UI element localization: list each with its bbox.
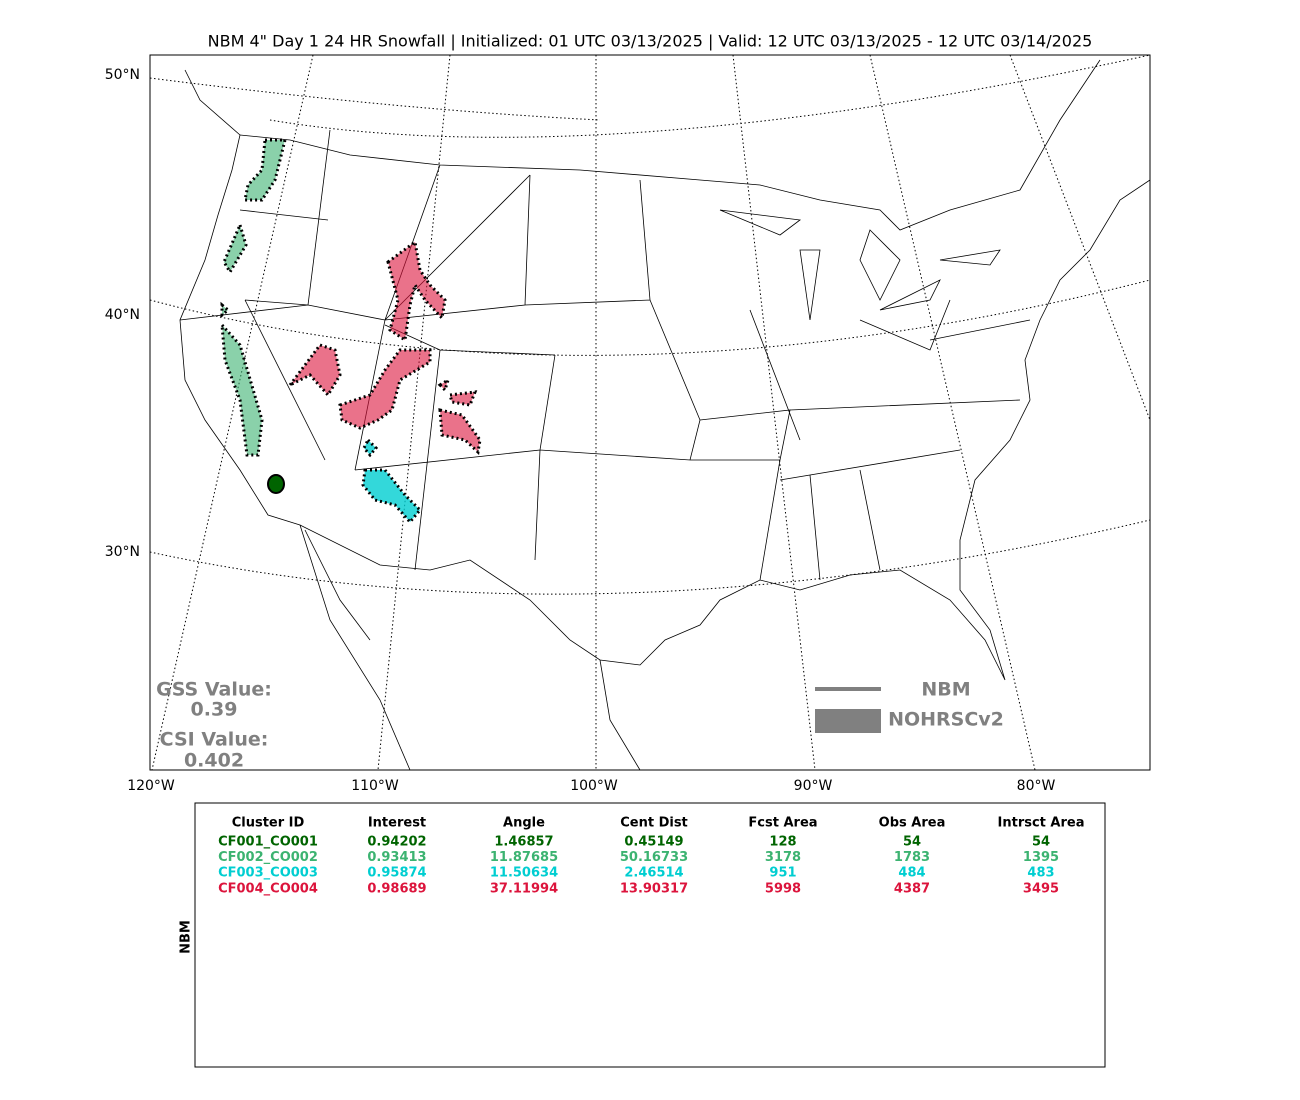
graticule bbox=[150, 55, 1150, 770]
gss-value: 0.39 bbox=[191, 699, 238, 721]
table-cell: 0.95874 bbox=[367, 866, 426, 881]
table-cell: 0.94202 bbox=[367, 835, 426, 850]
table-cell: 0.98689 bbox=[367, 881, 426, 896]
legend-label: NBM bbox=[921, 679, 970, 701]
legend-patch bbox=[815, 709, 881, 733]
csi-value: 0.402 bbox=[184, 750, 244, 772]
table-cell: 11.87685 bbox=[490, 850, 558, 865]
table-cell: 2.46514 bbox=[624, 866, 683, 881]
legend-label: NOHRSCv2 bbox=[888, 709, 1004, 731]
lon-label: 90°W bbox=[794, 778, 833, 794]
legend: NBM NOHRSCv2 bbox=[815, 679, 1004, 733]
table-cell: 54 bbox=[1032, 835, 1050, 850]
table-cell: CF004_CO004 bbox=[218, 881, 318, 896]
table-cell: 3178 bbox=[765, 850, 801, 865]
cluster-1 bbox=[267, 474, 285, 494]
table-cell: 483 bbox=[1027, 866, 1054, 881]
table-cell: 13.90317 bbox=[620, 881, 688, 896]
cluster-4 bbox=[288, 239, 482, 455]
map: NBM NOHRSCv2 GSS Value: 0.39 CSI Value: … bbox=[149, 54, 1151, 772]
table-cell: 11.50634 bbox=[490, 866, 558, 881]
lat-label: 30°N bbox=[105, 544, 140, 560]
table-side-label: NBM bbox=[179, 920, 194, 954]
table-cell: 1783 bbox=[894, 850, 930, 865]
table-cell: 484 bbox=[898, 866, 925, 881]
table-cell: 951 bbox=[769, 866, 796, 881]
table-cell: 128 bbox=[769, 835, 796, 850]
great-lakes bbox=[719, 209, 1001, 321]
table-cell: 0.93413 bbox=[367, 850, 426, 865]
table-cell: 54 bbox=[903, 835, 921, 850]
lon-label: 80°W bbox=[1017, 778, 1056, 794]
table-cell: 3495 bbox=[1023, 881, 1059, 896]
lat-label: 40°N bbox=[105, 307, 140, 323]
table-cell: 37.11994 bbox=[490, 881, 558, 896]
table-cell: 1.46857 bbox=[494, 835, 553, 850]
table-header: Cluster ID bbox=[232, 816, 305, 831]
gss-label: GSS Value: bbox=[156, 679, 272, 701]
basemap bbox=[150, 55, 1150, 770]
mexico bbox=[299, 524, 641, 770]
table-cell: 0.45149 bbox=[624, 835, 683, 850]
lon-label: 100°W bbox=[570, 778, 618, 794]
table-cell: 5998 bbox=[765, 881, 801, 896]
table-cell: 1395 bbox=[1023, 850, 1059, 865]
clusters bbox=[220, 138, 482, 525]
canada-border bbox=[239, 59, 1101, 231]
table-frame bbox=[194, 802, 1106, 1068]
cluster-2 bbox=[220, 138, 287, 457]
table-header: Intrsct Area bbox=[998, 816, 1085, 831]
table-header: Cent Dist bbox=[620, 816, 688, 831]
table-cell: CF001_CO001 bbox=[218, 835, 318, 850]
table-header: Obs Area bbox=[879, 816, 946, 831]
title: NBM 4" Day 1 24 HR Snowfall | Initialize… bbox=[208, 32, 1093, 51]
table-header: Interest bbox=[368, 816, 426, 831]
lat-label: 50°N bbox=[105, 67, 140, 83]
table-cell: CF002_CO002 bbox=[218, 850, 318, 865]
table-header: Angle bbox=[503, 816, 545, 831]
coastline bbox=[179, 69, 1150, 681]
lon-label: 120°W bbox=[127, 778, 175, 794]
table-cell: 4387 bbox=[894, 881, 930, 896]
cluster-3 bbox=[361, 437, 423, 525]
lon-label: 110°W bbox=[351, 778, 399, 794]
table-cell: 50.16733 bbox=[620, 850, 688, 865]
table-header: Fcst Area bbox=[748, 816, 817, 831]
map-frame bbox=[149, 54, 1151, 771]
csi-label: CSI Value: bbox=[160, 729, 269, 751]
table-cell: CF003_CO003 bbox=[218, 866, 318, 881]
